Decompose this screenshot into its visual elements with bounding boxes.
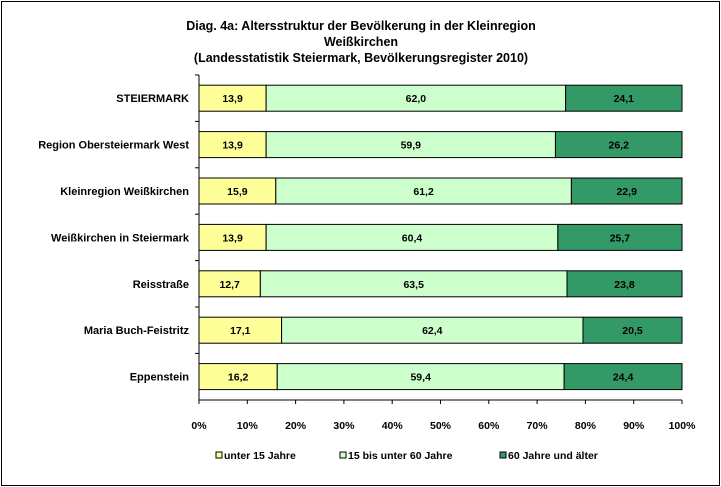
data-label: 12,7 bbox=[219, 279, 240, 291]
x-tick-label: 40% bbox=[382, 420, 404, 432]
x-axis: 0% 10% 20% 30% 40% 50% 60% 70% 80% 90% 100% bbox=[191, 74, 697, 432]
bar-segment bbox=[265, 131, 556, 159]
data-label: 15,9 bbox=[227, 186, 248, 198]
data-label: 13,9 bbox=[222, 232, 243, 244]
bar-segment bbox=[557, 223, 683, 251]
plot-area: STEIERMARK 13,9 62,0 24,1 Region Obersteierm… bbox=[38, 84, 683, 391]
data-label: 20,5 bbox=[622, 325, 643, 337]
category-label: STEIERMARK bbox=[116, 93, 189, 105]
title-line-1: Diag. 4a: Altersstruktur der Bevölkerung… bbox=[186, 19, 536, 33]
bar-segment bbox=[570, 177, 683, 205]
data-label: 26,2 bbox=[609, 140, 630, 152]
legend: unter 15 Jahre 15 bis unter 60 Jahre 60 Ja… bbox=[215, 450, 598, 462]
x-tick-label: 80% bbox=[575, 420, 597, 432]
category-label: Maria Buch-Feistritz bbox=[84, 325, 190, 337]
legend-swatch bbox=[215, 451, 223, 459]
category-label: Weißkirchen in Steiermark bbox=[51, 232, 190, 244]
bar-segment bbox=[281, 316, 584, 344]
bar-segment bbox=[265, 84, 567, 112]
title-line-2: Weißkirchen bbox=[324, 35, 398, 49]
data-label: 24,1 bbox=[614, 93, 635, 105]
bar-segment bbox=[198, 363, 278, 391]
data-label: 61,2 bbox=[413, 186, 434, 198]
legend-swatch bbox=[499, 451, 507, 459]
legend-label: unter 15 Jahre bbox=[224, 450, 296, 462]
bar-segment bbox=[198, 131, 267, 159]
category-label: Eppenstein bbox=[130, 372, 190, 384]
bar-segment bbox=[554, 131, 683, 159]
bar-segment bbox=[566, 270, 683, 298]
x-tick-label: 0% bbox=[191, 420, 207, 432]
bar-segment bbox=[198, 84, 267, 112]
bar-segment bbox=[265, 223, 559, 251]
data-label: 25,7 bbox=[610, 232, 631, 244]
data-label: 63,5 bbox=[403, 279, 424, 291]
data-label: 13,9 bbox=[222, 93, 243, 105]
title-line-3: (Landesstatistik Steiermark, Bevölkerung… bbox=[194, 51, 528, 65]
x-tick-label: 60% bbox=[478, 420, 500, 432]
data-label: 22,9 bbox=[616, 186, 637, 198]
data-label: 60,4 bbox=[402, 232, 423, 244]
data-label: 17,1 bbox=[230, 325, 251, 337]
bar-segment bbox=[582, 316, 683, 344]
x-tick-label: 70% bbox=[527, 420, 549, 432]
x-tick-label: 10% bbox=[237, 420, 259, 432]
data-label: 62,0 bbox=[406, 93, 427, 105]
category-label: Region Obersteiermark West bbox=[38, 140, 189, 152]
x-tick-label: 100% bbox=[669, 420, 697, 432]
data-label: 24,4 bbox=[613, 372, 634, 384]
chart-title: Diag. 4a: Altersstruktur der Bevölkerung… bbox=[186, 19, 536, 65]
data-label: 13,9 bbox=[222, 140, 243, 152]
x-tick-label: 20% bbox=[285, 420, 307, 432]
bar-segment bbox=[198, 270, 261, 298]
data-label: 62,4 bbox=[422, 325, 443, 337]
bar-segment bbox=[275, 177, 572, 205]
bar-segment bbox=[563, 363, 683, 391]
x-tick-label: 50% bbox=[430, 420, 452, 432]
category-label: Reisstraße bbox=[133, 279, 189, 291]
data-label: 59,9 bbox=[401, 140, 422, 152]
bar-segment bbox=[565, 84, 683, 112]
x-tick-label: 90% bbox=[623, 420, 645, 432]
data-label: 23,8 bbox=[614, 279, 635, 291]
data-label: 59,4 bbox=[410, 372, 431, 384]
bar-segment bbox=[276, 363, 565, 391]
x-tick-label: 30% bbox=[333, 420, 355, 432]
category-label: Kleinregion Weißkirchen bbox=[60, 186, 189, 198]
legend-label: 60 Jahre und älter bbox=[508, 450, 598, 462]
legend-label: 15 bis unter 60 Jahre bbox=[348, 450, 453, 462]
legend-swatch bbox=[339, 451, 347, 459]
data-label: 16,2 bbox=[228, 372, 249, 384]
